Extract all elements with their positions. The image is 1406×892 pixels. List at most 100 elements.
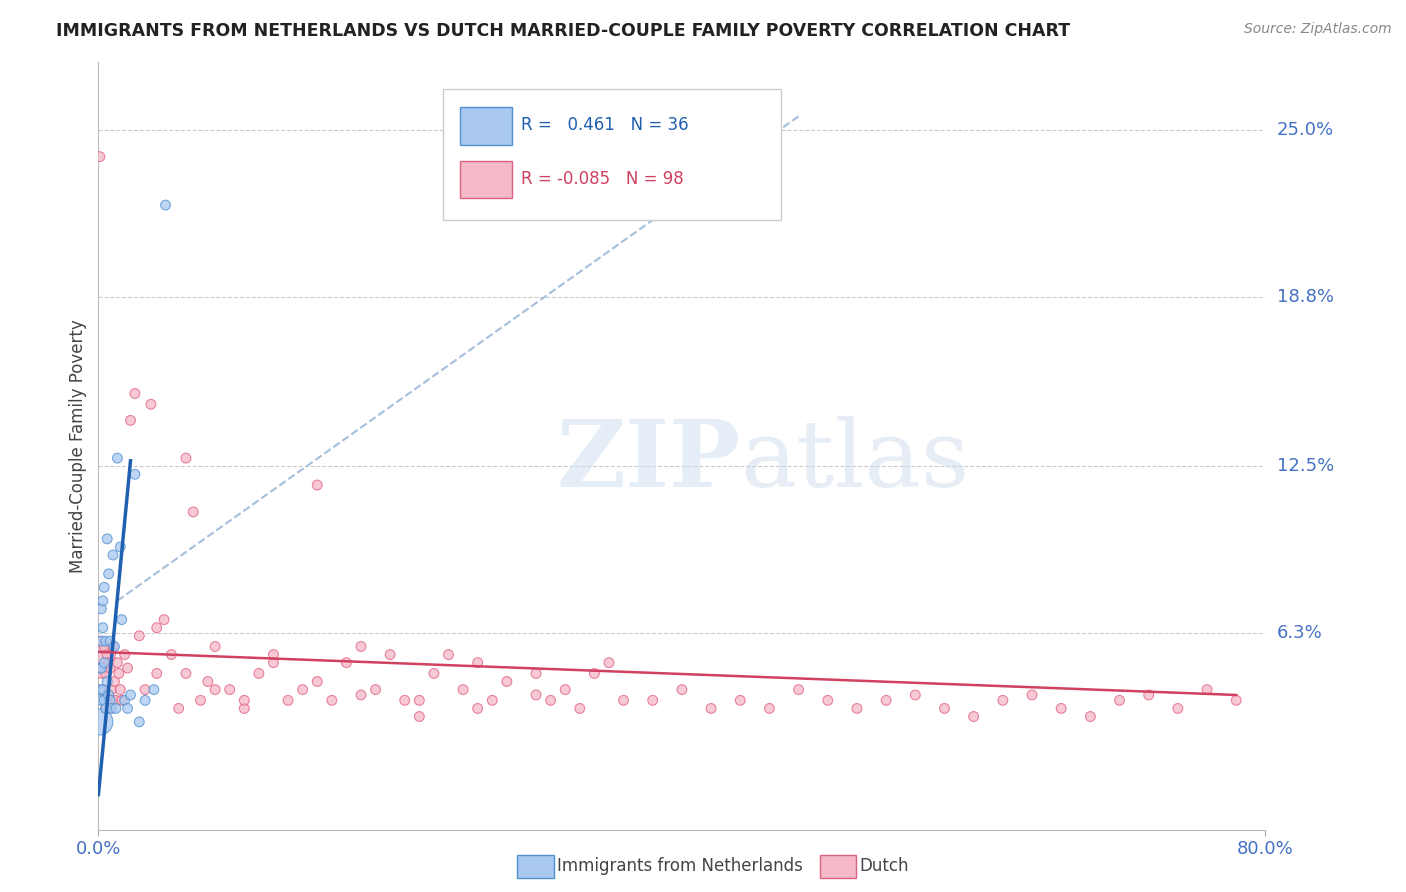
Point xyxy=(1225,693,1247,707)
Point xyxy=(124,467,146,482)
Point xyxy=(554,682,576,697)
Point xyxy=(98,701,121,715)
Point xyxy=(90,634,112,648)
Point xyxy=(89,648,111,662)
Point xyxy=(97,566,120,581)
Point xyxy=(875,693,897,707)
Point xyxy=(101,548,124,562)
Point xyxy=(218,682,240,697)
Point xyxy=(598,656,620,670)
Point xyxy=(1050,701,1073,715)
Point xyxy=(96,688,118,702)
Point xyxy=(101,640,124,654)
Point xyxy=(104,693,127,707)
Point xyxy=(307,674,329,689)
Point xyxy=(612,693,634,707)
Point xyxy=(90,666,112,681)
Point xyxy=(204,682,226,697)
Point xyxy=(496,674,519,689)
Point xyxy=(700,701,723,715)
Text: Dutch: Dutch xyxy=(859,857,908,875)
Point xyxy=(114,648,136,662)
Point xyxy=(146,666,169,681)
Point xyxy=(98,693,121,707)
Point xyxy=(787,682,810,697)
Point xyxy=(94,634,117,648)
Point xyxy=(91,621,114,635)
Point xyxy=(117,661,139,675)
Point xyxy=(197,674,219,689)
Text: Immigrants from Netherlands: Immigrants from Netherlands xyxy=(557,857,803,875)
Point xyxy=(91,682,114,697)
Point xyxy=(350,640,373,654)
Point xyxy=(437,648,460,662)
Point xyxy=(89,682,111,697)
Point xyxy=(97,693,120,707)
Point xyxy=(93,640,115,654)
Point xyxy=(155,198,177,212)
Point xyxy=(364,682,387,697)
Point xyxy=(817,693,839,707)
Point xyxy=(128,714,150,729)
Point xyxy=(174,451,197,466)
Point xyxy=(730,693,752,707)
Point xyxy=(93,580,115,594)
Point xyxy=(167,701,190,715)
Point xyxy=(91,594,114,608)
Point xyxy=(128,629,150,643)
Point xyxy=(93,693,115,707)
Point xyxy=(181,505,204,519)
Point xyxy=(105,656,128,670)
Point xyxy=(100,701,122,715)
Point xyxy=(114,693,136,707)
Point xyxy=(160,648,183,662)
Point xyxy=(90,602,112,616)
Point xyxy=(120,413,142,427)
Point xyxy=(467,701,489,715)
Point xyxy=(120,688,142,702)
Point xyxy=(934,701,956,715)
Point xyxy=(139,397,162,411)
Point xyxy=(291,682,314,697)
Point xyxy=(380,648,402,662)
Point xyxy=(96,532,118,546)
FancyBboxPatch shape xyxy=(460,161,512,198)
Point xyxy=(103,674,125,689)
Y-axis label: Married-Couple Family Poverty: Married-Couple Family Poverty xyxy=(69,319,87,573)
Point xyxy=(90,693,112,707)
Point xyxy=(93,656,115,670)
Point xyxy=(96,648,118,662)
Point xyxy=(104,701,127,715)
Point xyxy=(91,661,114,675)
Point xyxy=(134,693,156,707)
Point xyxy=(100,682,122,697)
Point xyxy=(394,693,416,707)
Point xyxy=(90,634,112,648)
Point xyxy=(233,693,256,707)
Text: 6.3%: 6.3% xyxy=(1277,624,1322,642)
Point xyxy=(307,478,329,492)
Text: R = -0.085   N = 98: R = -0.085 N = 98 xyxy=(520,170,683,188)
Text: IMMIGRANTS FROM NETHERLANDS VS DUTCH MARRIED-COUPLE FAMILY POVERTY CORRELATION C: IMMIGRANTS FROM NETHERLANDS VS DUTCH MAR… xyxy=(56,22,1070,40)
Text: 18.8%: 18.8% xyxy=(1277,287,1333,306)
Point xyxy=(96,674,118,689)
Point xyxy=(277,693,299,707)
Point xyxy=(110,540,132,554)
Point xyxy=(98,634,121,648)
Point xyxy=(335,656,357,670)
Point xyxy=(408,693,430,707)
Text: R =   0.461   N = 36: R = 0.461 N = 36 xyxy=(520,116,689,135)
Point xyxy=(111,613,134,627)
Point xyxy=(1108,693,1130,707)
Point xyxy=(262,648,284,662)
Point xyxy=(467,656,489,670)
Point xyxy=(89,661,111,675)
Point xyxy=(1137,688,1160,702)
Point xyxy=(524,666,547,681)
Point xyxy=(190,693,212,707)
Point xyxy=(103,640,125,654)
Point xyxy=(481,693,503,707)
Point xyxy=(641,693,664,707)
Text: 25.0%: 25.0% xyxy=(1277,120,1334,139)
Point xyxy=(134,682,156,697)
